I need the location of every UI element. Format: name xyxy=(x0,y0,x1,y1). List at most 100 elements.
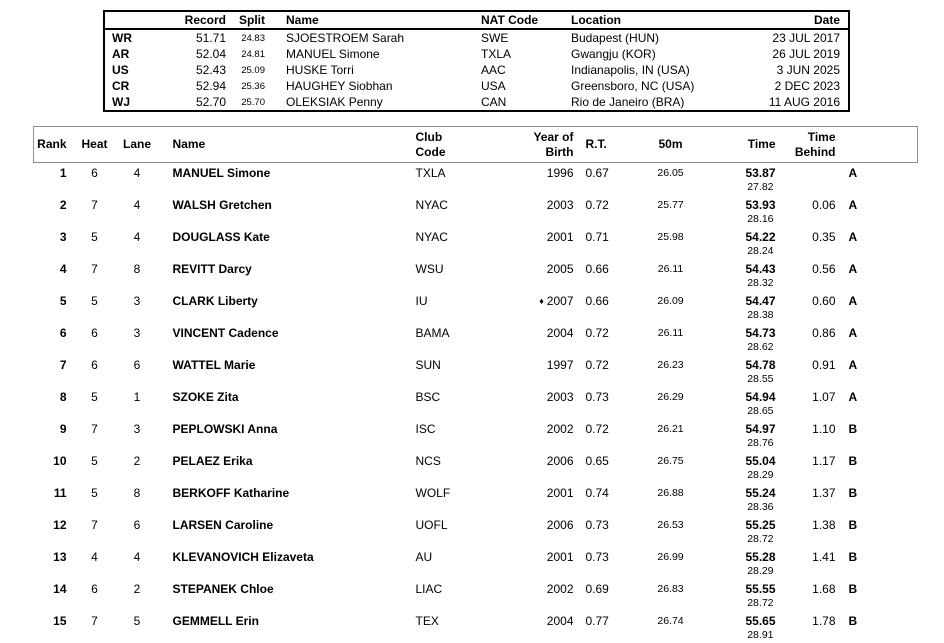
results-header-lane: Lane xyxy=(122,137,151,151)
reaction-time-cell: 0.73 xyxy=(585,390,609,404)
swimmer-name-cell: WALSH Gretchen xyxy=(172,198,272,212)
time-behind-cell: 1.07 xyxy=(812,390,836,404)
record-type-cell: US xyxy=(112,63,129,77)
heat-cell: 7 xyxy=(91,422,98,436)
results-table: Rank Heat Lane Name Club Code Year of Bi… xyxy=(33,126,918,643)
records-header-type xyxy=(104,11,161,30)
second-50m-split: 28.55 xyxy=(747,373,774,385)
split-50m-cell: 25.77 xyxy=(657,199,684,211)
qualification-cell: A xyxy=(848,326,858,340)
heat-cell: 5 xyxy=(91,390,98,404)
heat-cell: 5 xyxy=(91,454,98,468)
club-code-cell: NCS xyxy=(415,454,441,468)
split-50m-cell: 26.74 xyxy=(657,615,684,627)
result-row: 7 6 6 WATTEL Marie SUN 1997 0.72 26.23 5… xyxy=(34,355,918,387)
second-50m-split: 28.72 xyxy=(747,533,774,545)
record-holder-cell: MANUEL Simone xyxy=(286,47,380,61)
qualification-cell: A xyxy=(848,358,858,372)
rank-cell: 10 xyxy=(53,454,67,468)
final-time-value: 55.28 xyxy=(745,550,776,564)
split-50m-cell: 26.23 xyxy=(657,359,684,371)
record-type-cell: AR xyxy=(112,47,130,61)
birth-year-cell: 2001 xyxy=(498,227,576,259)
birth-year-value: 2004 xyxy=(546,614,574,628)
record-nat-code-cell: SWE xyxy=(481,31,509,45)
qualification-cell: A xyxy=(848,166,858,180)
record-time-cell: 52.94 xyxy=(195,79,226,93)
record-split-cell: 25.36 xyxy=(241,80,265,92)
qualification-cell: B xyxy=(848,550,858,564)
club-code-cell: WOLF xyxy=(415,486,451,500)
birth-year-value: 1997 xyxy=(546,358,574,372)
final-time-value: 53.87 xyxy=(745,166,776,180)
birth-year-cell: 2002 xyxy=(498,579,576,611)
split-50m-cell: 26.88 xyxy=(657,487,684,499)
record-nat-code-cell: CAN xyxy=(481,95,507,109)
second-50m-split: 28.38 xyxy=(747,309,774,321)
time-behind-cell: 0.86 xyxy=(812,326,836,340)
club-code-cell: LIAC xyxy=(415,582,443,596)
club-code-cell: TEX xyxy=(415,614,439,628)
final-time-cell: 55.55 28.72 xyxy=(714,579,790,611)
record-holder-cell: HAUGHEY Siobhan xyxy=(286,79,393,93)
lane-cell: 4 xyxy=(133,230,141,244)
record-split-cell: 25.09 xyxy=(241,64,265,76)
record-row: WR 51.71 24.83 SJOESTROEM Sarah SWE Buda… xyxy=(104,29,849,46)
final-time-cell: 55.25 28.72 xyxy=(714,515,790,547)
swimmer-name-cell: STEPANEK Chloe xyxy=(172,582,274,596)
qualification-cell: B xyxy=(848,454,858,468)
record-holder-cell: OLEKSIAK Penny xyxy=(286,95,383,109)
lane-cell: 8 xyxy=(133,262,141,276)
split-50m-cell: 26.11 xyxy=(657,263,684,275)
rank-cell: 11 xyxy=(53,486,67,500)
record-time-cell: 51.71 xyxy=(195,31,226,45)
final-time-cell: 54.78 28.55 xyxy=(714,355,790,387)
qualification-cell: B xyxy=(848,422,858,436)
final-time-value: 54.22 xyxy=(745,230,776,244)
second-50m-split: 28.29 xyxy=(747,565,774,577)
record-split-cell: 24.83 xyxy=(241,32,265,44)
birth-year-value: 2003 xyxy=(546,390,574,404)
record-nat-code-cell: TXLA xyxy=(481,47,512,61)
time-behind-cell: 0.56 xyxy=(812,262,836,276)
final-time-value: 54.78 xyxy=(745,358,776,372)
record-location-cell: Budapest (HUN) xyxy=(571,31,660,45)
time-behind-cell: 1.10 xyxy=(812,422,836,436)
birth-year-cell: 1996 xyxy=(498,163,576,196)
swimmer-name-cell: VINCENT Cadence xyxy=(172,326,279,340)
record-date-cell: 11 AUG 2016 xyxy=(768,95,840,109)
time-behind-cell: 1.38 xyxy=(812,518,836,532)
swimmer-name-cell: SZOKE Zita xyxy=(172,390,239,404)
reaction-time-cell: 0.67 xyxy=(585,166,609,180)
lane-cell: 4 xyxy=(133,166,141,180)
records-header-nat-code: NAT Code xyxy=(471,11,561,30)
birth-year-value: 2006 xyxy=(546,518,574,532)
reaction-time-cell: 0.73 xyxy=(585,518,609,532)
birth-year-value: 2002 xyxy=(546,582,574,596)
birth-year-value: 2004 xyxy=(546,326,574,340)
qualification-cell: B xyxy=(848,518,858,532)
lane-cell: 3 xyxy=(133,294,141,308)
heat-cell: 5 xyxy=(91,230,98,244)
records-header-row: Record Split Name NAT Code Location Date xyxy=(104,11,849,30)
final-time-cell: 54.47 28.38 xyxy=(714,291,790,323)
birth-year-cell: 2005 xyxy=(498,259,576,291)
final-time-value: 55.65 xyxy=(745,614,776,628)
birth-year-cell: ♦ 2007 xyxy=(498,291,576,323)
swimmer-name-cell: GEMMELL Erin xyxy=(172,614,259,628)
record-type-cell: CR xyxy=(112,79,130,93)
second-50m-split: 28.72 xyxy=(747,597,774,609)
second-50m-split: 28.62 xyxy=(747,341,774,353)
time-behind-cell: 0.60 xyxy=(812,294,836,308)
record-holder-cell: HUSKE Torri xyxy=(286,63,354,77)
final-time-value: 54.97 xyxy=(745,422,776,436)
birth-year-cell: 2004 xyxy=(498,611,576,643)
record-location-cell: Rio de Janeiro (BRA) xyxy=(571,95,685,109)
split-50m-cell: 25.98 xyxy=(657,231,684,243)
swimmer-name-cell: WATTEL Marie xyxy=(172,358,256,372)
results-header-time-behind: Time Behind xyxy=(794,129,836,159)
records-table: Record Split Name NAT Code Location Date… xyxy=(103,10,850,112)
club-code-cell: BSC xyxy=(415,390,441,404)
record-date-cell: 26 JUL 2019 xyxy=(772,47,840,61)
junior-marker-icon: ♦ xyxy=(539,296,544,306)
